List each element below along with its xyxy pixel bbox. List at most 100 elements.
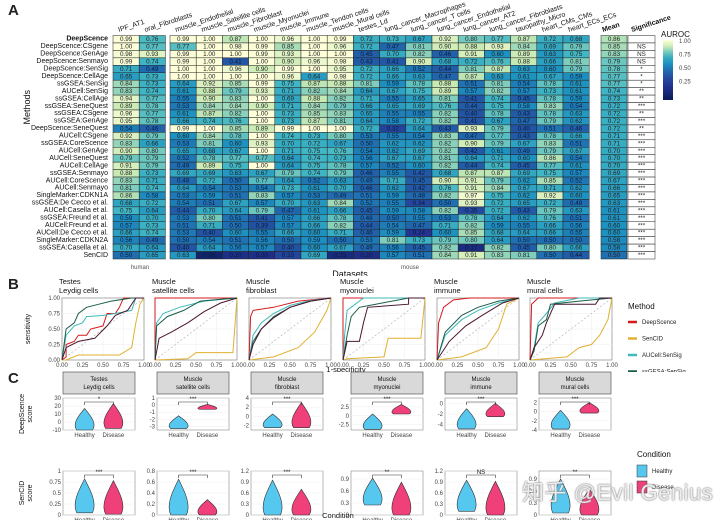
cell-value: 0.49 [570,200,583,207]
cell-value: 0.69 [203,170,216,177]
cell-value: 0.46 [570,125,583,132]
cell-value: 0.79 [491,125,504,132]
cell-value: 0.89 [439,88,452,95]
cell-value: 0.74 [146,88,159,95]
cell-value: 1.00 [203,66,216,73]
y-tick: 1 [152,396,156,402]
cell-value: 0.15 [334,252,347,259]
cell-value: 0.73 [282,118,295,125]
cell-value: 0.41 [465,118,478,125]
cell-value: 0.93 [491,43,504,50]
significance-value: *** [638,133,646,140]
cell-value: 0.72 [360,73,373,80]
cell-value: 0.87 [518,36,531,43]
method-label: DeepScence:SeneQuest [31,125,108,132]
mean-value: 0.70 [608,155,621,162]
cell-value: 0.72 [544,36,557,43]
violin-disease [485,480,506,516]
cell-value: 0.44 [439,66,452,73]
cell-value: 0.76 [544,215,557,222]
cell-value: 0.87 [491,66,504,73]
significance-bracket [372,474,402,478]
cell-value: 1.00 [203,51,216,58]
facet-title: immune [470,385,492,391]
significance-label: NS [477,470,485,476]
x-tick: Healthy [74,518,94,520]
y-tick: 0 [152,513,156,519]
x-tick: 0.00 [56,363,68,369]
cell-value: 0.40 [465,111,478,118]
mean-value: 0.60 [608,222,621,229]
cell-value: 0.57 [518,88,531,95]
cell-value: 0.82 [439,140,452,147]
cell-value: 0.79 [334,170,347,177]
cell-value: 0.72 [146,200,159,207]
y-tick: -10 [52,428,61,434]
cell-value: 0.81 [570,58,583,65]
violin-healthy [262,413,283,429]
cell-value: 0.75 [570,51,583,58]
cell-value: 0.79 [570,66,583,73]
violin-healthy [74,478,95,514]
cell-value: 0.87 [491,170,504,177]
cell-value: 0.35 [465,207,478,214]
cell-value: 0.45 [518,96,531,103]
cell-value: 0.73 [334,155,347,162]
cell-value: 0.87 [203,111,216,118]
y-tick: 0.3 [241,502,250,508]
x-tick: 1.00 [606,363,618,369]
y-tick: -4 [438,423,444,429]
legend-label: Disease [652,485,674,491]
y-axis-title: Methods [22,89,32,124]
x-tick: Disease [103,518,125,520]
cell-value: 0.66 [282,230,295,237]
violin-disease [485,402,506,417]
cell-value: 0.40 [282,245,295,252]
cell-value: 0.88 [439,81,452,88]
cell-value: 0.76 [439,103,452,110]
cell-value: 0.50 [544,252,557,259]
cell-value: 0.79 [146,163,159,170]
violin-disease [103,480,124,515]
cell-value: 0.77 [256,155,269,162]
facet-title: Testes [59,277,81,286]
cell-value: 0.59 [570,96,583,103]
mean-value: 0.58 [608,237,621,244]
cell-value: 0.81 [518,252,531,259]
cell-value: 0.40 [203,230,216,237]
cell-value: 0.99 [177,36,190,43]
facet-title: Muscle [471,377,491,383]
cell-value: 0.78 [544,133,557,140]
cell-value: 0.77 [544,163,557,170]
cell-value: 0.54 [203,237,216,244]
significance-cell [627,35,656,44]
cell-value: 0.67 [570,148,583,155]
significance-value: * [640,81,643,88]
cell-value: 0.69 [413,103,426,110]
cell-value: 0.43 [518,207,531,214]
cell-value: 0.55 [256,230,269,237]
cell-value: 0.57 [256,245,269,252]
cell-value: 0.60 [308,230,321,237]
cell-value: 0.89 [203,163,216,170]
cell-value: 0.34 [413,200,426,207]
cell-value: 0.77 [256,178,269,185]
significance-bracket [178,474,208,478]
cell-value: 0.79 [120,155,133,162]
roc-curve-aucell-senequest [248,297,332,361]
cell-value: 0.73 [146,222,159,229]
cell-value: 0.72 [544,200,557,207]
cell-value: 0.96 [120,111,133,118]
mean-value: 0.79 [608,58,621,65]
cell-value: 0.57 [387,252,400,259]
cell-value: 0.71 [120,66,133,73]
x-tick: 0.75 [399,363,411,369]
cell-value: 0.73 [308,133,321,140]
roc-curve-deepscence [61,297,144,361]
violin-healthy [550,409,571,430]
cell-value: 0.83 [544,140,557,147]
cell-value: 0.82 [439,163,452,170]
cell-value: 0.58 [413,207,426,214]
cell-value: 0.78 [146,118,159,125]
